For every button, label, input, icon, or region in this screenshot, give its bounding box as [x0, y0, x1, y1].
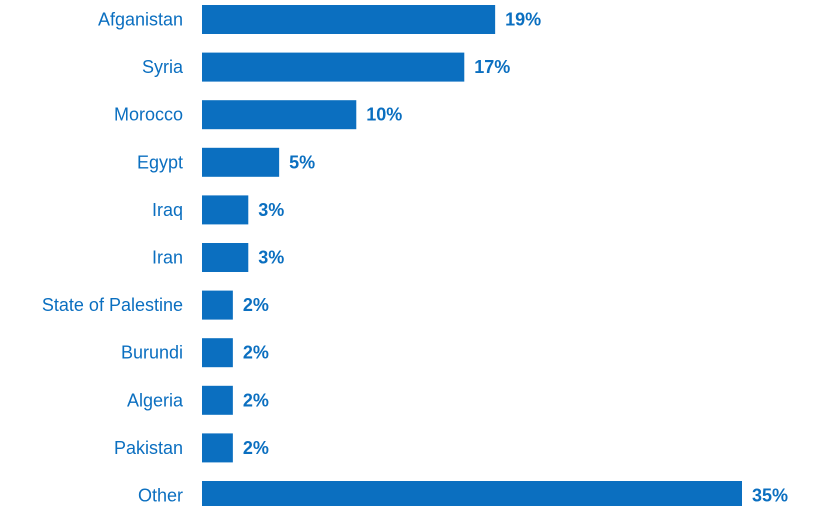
- category-label: Burundi: [121, 343, 183, 363]
- value-label: 3%: [258, 200, 284, 220]
- value-label: 2%: [243, 343, 269, 363]
- bar-syria: [202, 52, 465, 82]
- category-label: Afganistan: [98, 10, 183, 30]
- bar-morocco: [202, 100, 357, 130]
- value-label-group: 19% 17% 10% 5% 3% 3% 2% 2% 2% 2% 35%: [243, 10, 788, 506]
- value-label: 2%: [243, 390, 269, 410]
- value-label: 35%: [752, 486, 788, 506]
- bar-algeria: [202, 385, 233, 415]
- bar-iran: [202, 243, 249, 272]
- category-label: Other: [138, 486, 183, 506]
- category-label: Egypt: [137, 152, 183, 172]
- bar-egypt: [202, 147, 280, 177]
- category-label-group: Afganistan Syria Morocco Egypt Iraq Iran State…: [42, 10, 184, 506]
- value-label: 19%: [505, 10, 541, 30]
- bar-pakistan: [202, 433, 233, 463]
- bar-afganistan: [202, 5, 496, 34]
- value-label: 10%: [366, 105, 402, 125]
- category-label: Iraq: [152, 200, 183, 220]
- category-label: Algeria: [127, 390, 184, 410]
- value-label: 2%: [243, 438, 269, 458]
- value-label: 17%: [474, 57, 510, 77]
- value-label: 5%: [289, 152, 315, 172]
- category-label: Pakistan: [114, 438, 183, 458]
- bar-state-of-palestine: [202, 290, 233, 320]
- value-label: 2%: [243, 295, 269, 315]
- category-label: Morocco: [114, 105, 183, 125]
- category-label: Iran: [152, 248, 183, 268]
- bar-other: [202, 481, 742, 506]
- category-label: State of Palestine: [42, 295, 183, 315]
- category-label: Syria: [142, 57, 184, 77]
- bar-burundi: [202, 338, 233, 368]
- bar-iraq: [202, 195, 249, 225]
- value-label: 3%: [258, 248, 284, 268]
- bar-group: [202, 5, 742, 506]
